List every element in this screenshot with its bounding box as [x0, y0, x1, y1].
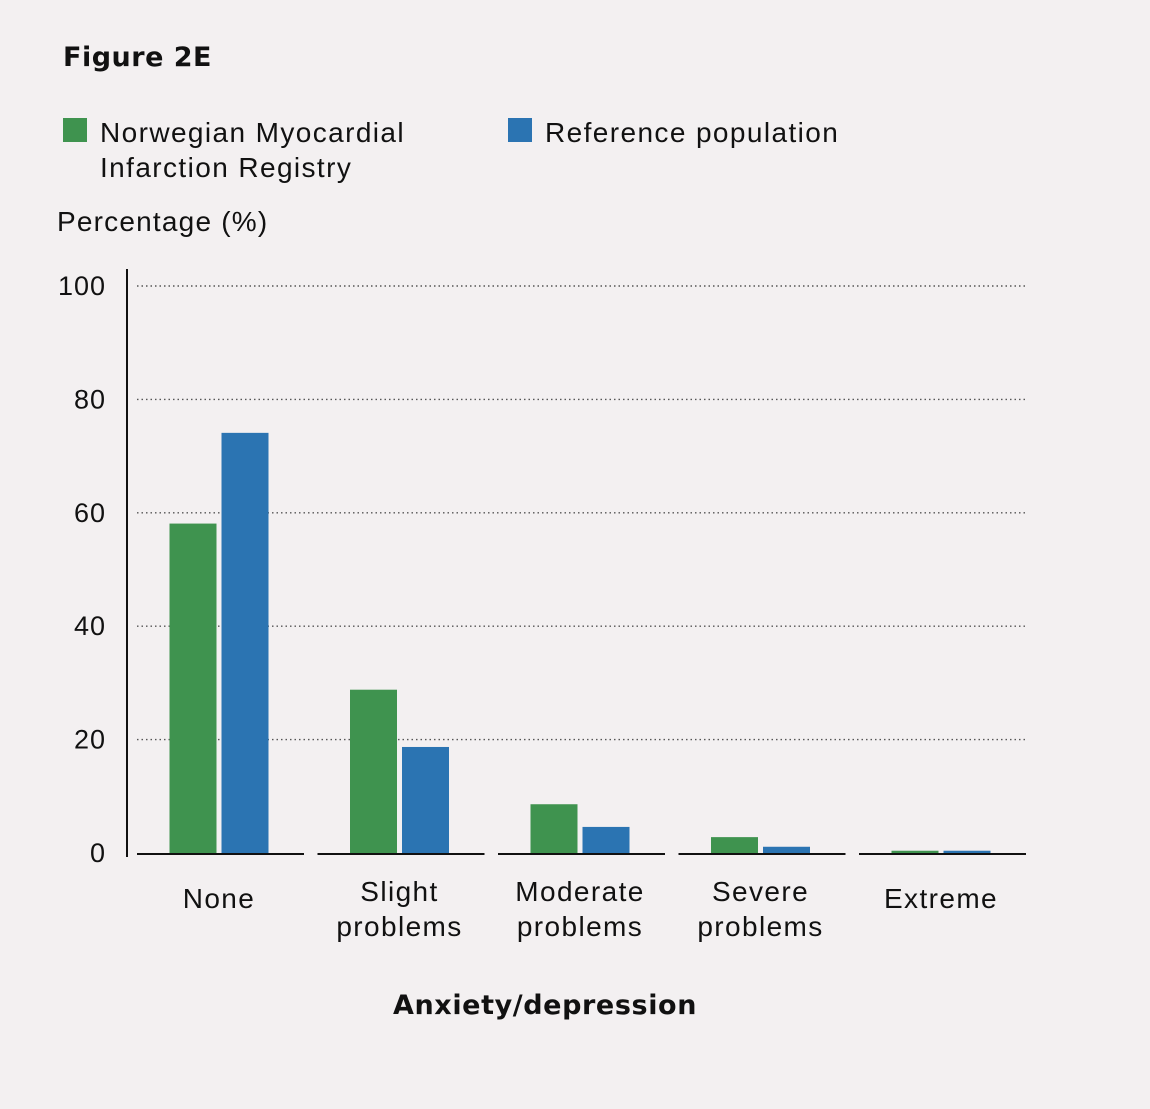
bar-reference — [582, 826, 630, 853]
legend-item-registry: Norwegian Myocardial Infarction Registry — [63, 115, 405, 185]
legend-item-reference: Reference population — [508, 115, 839, 150]
x-tick-label: Slight problems — [336, 876, 462, 942]
y-tick-label: 80 — [74, 384, 106, 414]
legend-label-registry: Norwegian Myocardial Infarction Registry — [100, 117, 406, 183]
bar-reference — [763, 846, 810, 853]
bar-registry — [711, 837, 758, 853]
y-tick-label: 100 — [58, 271, 106, 301]
x-tick-label: None — [183, 883, 256, 914]
x-tick-label: Extreme — [884, 883, 998, 914]
figure-title: Figure 2E — [63, 42, 213, 73]
y-tick-label: 40 — [74, 611, 106, 641]
x-tick-label: Moderate problems — [515, 876, 645, 942]
bar-registry — [530, 804, 578, 853]
bar-reference — [221, 432, 269, 853]
legend-swatch-reference — [508, 118, 532, 142]
legend-swatch-registry — [63, 118, 87, 142]
y-axis-label: Percentage (%) — [57, 206, 269, 237]
bar-registry — [891, 850, 939, 853]
bar-registry — [350, 689, 397, 853]
bar-reference — [402, 746, 449, 853]
y-tick-label: 20 — [74, 725, 106, 755]
x-tick-label: Severe problems — [697, 876, 823, 942]
y-tick-label: 0 — [90, 838, 106, 868]
y-tick-label: 60 — [74, 498, 106, 528]
bar-registry — [169, 523, 217, 853]
bar-reference — [943, 850, 991, 853]
x-axis-label: Anxiety/depression — [392, 990, 698, 1021]
legend-label-reference: Reference population — [545, 117, 840, 148]
